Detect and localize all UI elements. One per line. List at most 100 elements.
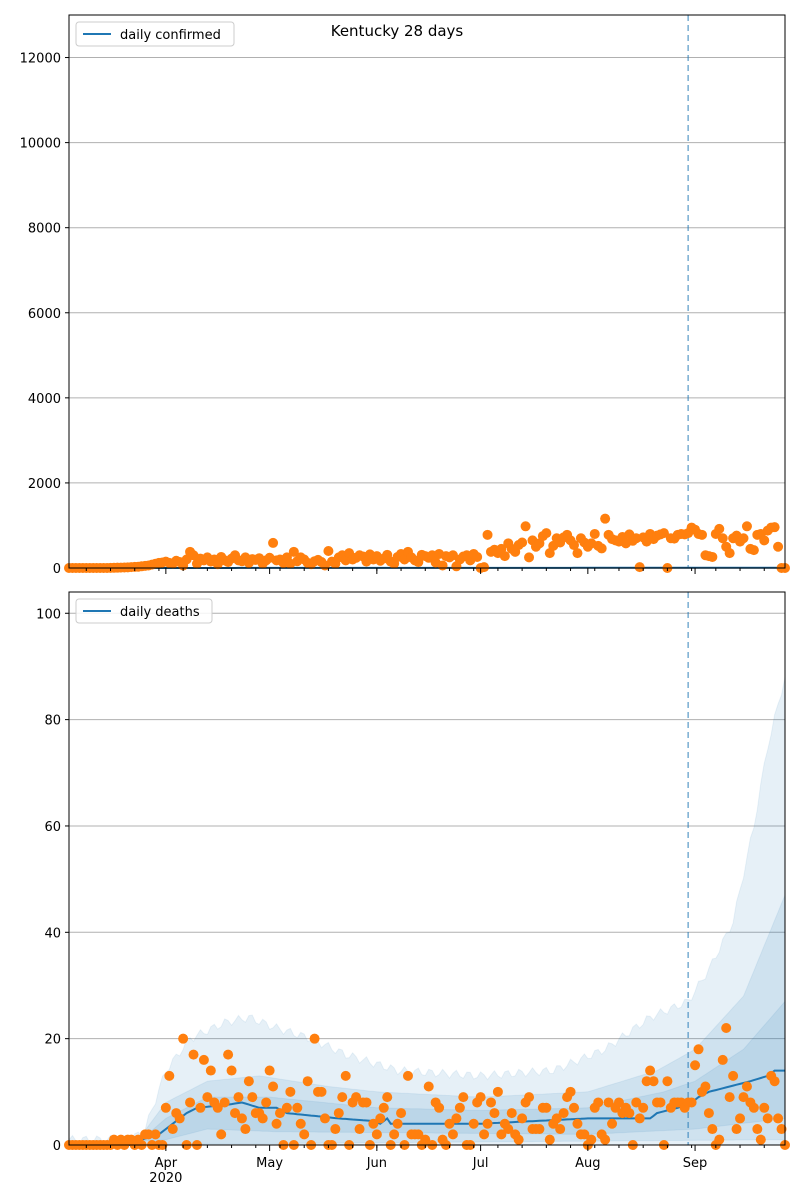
data-point <box>645 1066 655 1076</box>
data-point <box>341 1071 351 1081</box>
data-point <box>272 1119 282 1129</box>
data-point <box>649 1076 659 1086</box>
data-point <box>448 1129 458 1139</box>
data-point <box>718 1055 728 1065</box>
data-point <box>725 1092 735 1102</box>
data-point <box>493 1087 503 1097</box>
data-point <box>303 1076 313 1086</box>
data-point <box>590 529 600 539</box>
y-tick-label: 60 <box>44 820 61 835</box>
data-point <box>742 1082 752 1092</box>
data-point <box>738 533 748 543</box>
data-point <box>559 1108 569 1118</box>
y-tick-label: 4000 <box>28 392 61 407</box>
data-point <box>476 1092 486 1102</box>
data-point <box>597 543 607 553</box>
data-point <box>586 1135 596 1145</box>
data-point <box>247 1092 257 1102</box>
data-point <box>382 1092 392 1102</box>
data-point <box>704 1108 714 1118</box>
data-point <box>379 1103 389 1113</box>
data-point <box>438 560 448 570</box>
data-point <box>361 1097 371 1107</box>
data-point <box>572 1119 582 1129</box>
data-point <box>700 1082 710 1092</box>
y-tick-label: 6000 <box>28 307 61 322</box>
x-tick-label: Jun <box>366 1156 387 1171</box>
data-point <box>372 1129 382 1139</box>
y-tick-label: 2000 <box>28 477 61 492</box>
data-point <box>472 552 482 562</box>
x-tick-label: Jul <box>472 1156 489 1171</box>
data-point <box>690 1060 700 1070</box>
data-point <box>735 1113 745 1123</box>
data-point <box>517 1113 527 1123</box>
data-point <box>458 1092 468 1102</box>
data-point <box>624 1108 634 1118</box>
data-point <box>756 1135 766 1145</box>
data-point <box>718 533 728 543</box>
chart-title: Kentucky 28 days <box>331 22 464 40</box>
data-point <box>337 1092 347 1102</box>
data-point <box>403 1071 413 1081</box>
x-tick-label: Sep <box>683 1156 708 1171</box>
axes-frame <box>69 15 785 568</box>
data-point <box>635 1113 645 1123</box>
data-point <box>317 1087 327 1097</box>
data-point <box>534 1124 544 1134</box>
data-point <box>323 546 333 556</box>
y-tick-label: 100 <box>36 607 61 622</box>
y-tick-label: 20 <box>44 1033 61 1048</box>
data-point <box>282 1103 292 1113</box>
data-point <box>593 1097 603 1107</box>
data-point <box>773 542 783 552</box>
data-point <box>707 1124 717 1134</box>
data-point <box>393 1119 403 1129</box>
data-point <box>759 1103 769 1113</box>
data-point <box>479 1129 489 1139</box>
data-point <box>721 1023 731 1033</box>
data-point <box>164 1071 174 1081</box>
data-point <box>600 514 610 524</box>
data-point <box>261 1097 271 1107</box>
data-point <box>175 1113 185 1123</box>
data-point <box>697 530 707 540</box>
data-point <box>178 1034 188 1044</box>
x-tick-label: Aug <box>575 1156 600 1171</box>
data-point <box>638 1103 648 1113</box>
data-point <box>759 535 769 545</box>
x-tick-sublabel: 2020 <box>149 1171 182 1186</box>
data-point <box>292 1103 302 1113</box>
data-point <box>694 1044 704 1054</box>
data-point <box>541 1103 551 1113</box>
legend-label: daily confirmed <box>120 28 221 43</box>
x-tick-label: May <box>256 1156 283 1171</box>
data-point <box>687 1097 697 1107</box>
data-point <box>521 521 531 531</box>
data-point <box>742 521 752 531</box>
data-point <box>185 1097 195 1107</box>
data-point <box>483 530 493 540</box>
data-point <box>195 1103 205 1113</box>
data-point <box>223 1050 233 1060</box>
data-point <box>770 1076 780 1086</box>
y-tick-label: 80 <box>44 714 61 729</box>
data-point <box>600 1135 610 1145</box>
data-point <box>524 1092 534 1102</box>
data-point <box>199 1055 209 1065</box>
y-tick-label: 0 <box>53 562 61 577</box>
data-point <box>206 1066 216 1076</box>
data-point <box>569 1103 579 1113</box>
data-point <box>150 1129 160 1139</box>
data-point <box>296 1119 306 1129</box>
data-point <box>299 1129 309 1139</box>
data-point <box>714 1135 724 1145</box>
data-point <box>268 538 278 548</box>
data-point <box>240 1124 250 1134</box>
x-tick-label: Apr <box>155 1156 178 1171</box>
data-point <box>237 1113 247 1123</box>
data-point <box>707 552 717 562</box>
